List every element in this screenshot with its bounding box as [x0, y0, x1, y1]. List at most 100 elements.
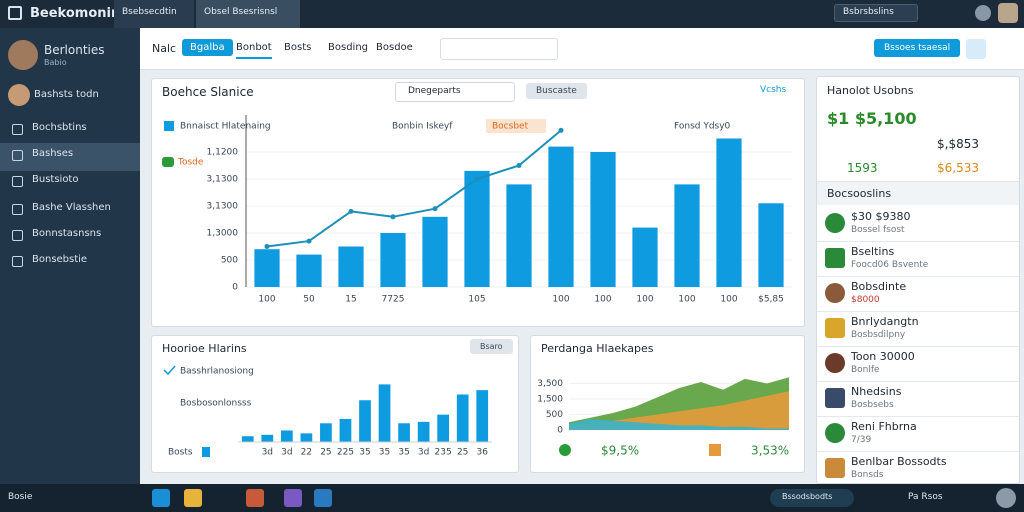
line-point [390, 214, 396, 220]
right-panel: Hanolot Usobns $1 $5,100 $,$853 1593 $6,… [816, 76, 1020, 484]
x-tick-label: 50 [303, 295, 315, 305]
line-point [264, 244, 270, 249]
toolbar-tab[interactable]: Bosding [328, 42, 368, 53]
icon-button[interactable] [966, 39, 986, 59]
bar [359, 400, 371, 442]
nav-item[interactable]: Bonsebstie [32, 254, 88, 265]
line-point [306, 238, 312, 244]
entry-icon [825, 423, 845, 443]
check-icon [163, 365, 176, 376]
taskbar-icon[interactable] [152, 489, 170, 507]
entry-icon [825, 283, 845, 303]
app-icon [8, 6, 22, 20]
toolbar-tab[interactable]: Bosts [284, 42, 312, 53]
entry-title: Toon 30000 [851, 350, 915, 363]
bar [632, 227, 658, 287]
subtitle: Bonbin Iskeyf [392, 122, 453, 132]
bar [339, 418, 352, 442]
avatar[interactable] [998, 3, 1018, 23]
toolbar-tab[interactable]: Bgalba [182, 39, 233, 56]
y-tick-label: 500 [546, 410, 563, 420]
entry-title: Nhedsins [851, 385, 902, 398]
taskbar-icon[interactable] [184, 489, 202, 507]
entry-divider [817, 451, 1019, 452]
user-avatar [8, 40, 38, 70]
taskbar-icon[interactable] [284, 489, 302, 507]
dropdown[interactable]: Dnegeparts [395, 82, 515, 102]
entry-sub: 7/39 [851, 435, 872, 445]
area [569, 419, 789, 430]
amount: $,$853 [937, 137, 979, 151]
bar [437, 414, 450, 442]
line-point [474, 176, 480, 182]
main-card: Boehce Slanice Dnegeparts Buscaste Vcshs… [151, 78, 805, 327]
button[interactable]: Buscaste [526, 83, 587, 99]
entry-sub: Bosbsebs [851, 400, 894, 410]
toolbar-tab[interactable]: Bosdoe [376, 42, 413, 53]
nav-item[interactable]: Bonnstasnsns [32, 228, 102, 239]
entry-icon [825, 318, 845, 338]
amount: $6,533 [937, 161, 979, 175]
note: Bosbosonlonsss [180, 399, 252, 409]
avatar[interactable] [996, 488, 1016, 508]
account[interactable]: Bsbrsbslins [834, 4, 918, 22]
taskbar-icon[interactable] [314, 489, 332, 507]
card-title: Perdanga Hlaekapes [541, 342, 654, 355]
area-chart: 0 500 1,500 3,500 $9,5% 3,53% [537, 377, 789, 458]
tab[interactable]: Bsebsecdtin [114, 0, 194, 28]
clock: Pa Rsos [908, 492, 943, 502]
line-point [558, 127, 564, 133]
nav-item[interactable]: Bustsioto [32, 174, 79, 185]
bar [300, 433, 313, 442]
entry-sub: Bossel fsost [851, 225, 905, 235]
x-tick-label: 22 [301, 448, 312, 458]
title-bar: Beekomonin Bsebsecdtin Obsel Bsesrisnsl … [0, 0, 1024, 28]
x-tick-label: 105 [468, 295, 485, 305]
legend-label: 3,53% [751, 444, 789, 458]
taskbar-icon[interactable] [246, 489, 264, 507]
legend-swatch [709, 444, 721, 456]
x-tick-label: 3d [262, 448, 273, 458]
bar [320, 423, 332, 442]
section-header: Bocsooslins [817, 181, 1019, 205]
nav-highlight [0, 143, 140, 171]
toolbar-tab[interactable]: Bonbot [236, 42, 272, 59]
legend-label: Bnnaisct Hlatenaing [180, 122, 271, 132]
y-tick-label: 1,3000 [207, 229, 239, 239]
nav-item[interactable]: Bashe Vlasshen [32, 202, 111, 213]
status: Vcshs [760, 85, 787, 95]
tab[interactable]: Obsel Bsesrisnsl [196, 0, 300, 28]
nav-icon [12, 176, 23, 187]
bar [380, 233, 406, 287]
profile[interactable]: Bashsts todn [34, 89, 99, 100]
button[interactable]: Bsaro [470, 339, 513, 354]
entry-title: Bobsdinte [851, 280, 907, 293]
line-point [432, 206, 438, 212]
entry-icon [825, 213, 845, 233]
search-box[interactable] [440, 38, 558, 60]
start[interactable]: Bosie [8, 492, 33, 502]
nav-icon [12, 256, 23, 267]
legend-swatch [559, 444, 571, 456]
entry-divider [817, 276, 1019, 277]
bar [280, 430, 293, 442]
card-title: Hoorioe Hlarins [162, 342, 247, 355]
nav-item[interactable]: Bochsbtins [32, 122, 87, 133]
entry-divider [817, 311, 1019, 312]
chip: Tosde [177, 158, 204, 168]
entry-sub: Bonsds [851, 470, 884, 480]
entry-title: Benlbar Bossodts [851, 455, 947, 468]
nav-item[interactable]: Bashses [32, 148, 74, 159]
balance: $1 $5,100 [827, 109, 917, 128]
legend: Basshrlanosiong [180, 367, 254, 377]
x-tick-label: 25 [457, 448, 468, 458]
avatar[interactable] [975, 5, 991, 21]
entry-icon [825, 388, 845, 408]
entry-title: Bseltins [851, 245, 895, 258]
entry-sub: Bonlfe [851, 365, 880, 375]
bar [378, 384, 391, 442]
bar [590, 152, 616, 287]
entry-title: $30 $9380 [851, 210, 911, 223]
primary-button[interactable]: Bssoes tsaesal [874, 39, 961, 57]
search[interactable]: Bssodsbodts [770, 489, 854, 507]
